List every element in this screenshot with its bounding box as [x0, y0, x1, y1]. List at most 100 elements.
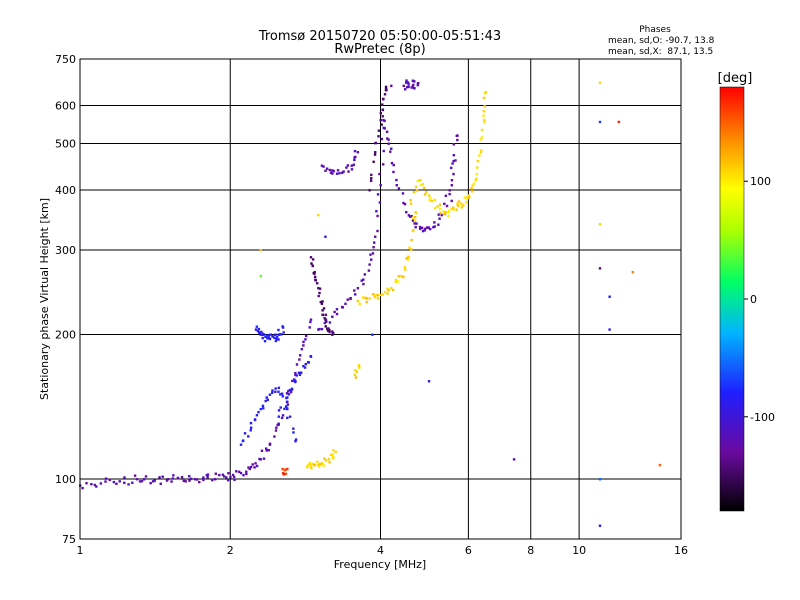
data-point-interp [298, 358, 301, 361]
data-point-interp [406, 81, 410, 84]
data-point-interp [292, 431, 295, 434]
data-point-interp [328, 461, 331, 464]
data-point-interp [280, 392, 284, 395]
data-point-interp [260, 330, 263, 334]
data-point-interp [332, 169, 335, 173]
data-point-interp [266, 398, 269, 402]
data-point-interp [465, 201, 468, 204]
data-point [309, 256, 313, 259]
colorbar-label: [deg] [718, 71, 753, 86]
data-point-interp [427, 226, 430, 229]
data-point-interp [281, 414, 285, 417]
data-point-interp [391, 288, 395, 292]
data-point-interp [127, 483, 130, 486]
data-point-interp [275, 426, 278, 429]
data-point-interp [374, 294, 377, 297]
data-point-interp [237, 470, 241, 474]
data-point-interp [476, 159, 480, 163]
data-point-interp [372, 160, 375, 164]
data-point-interp [380, 137, 384, 141]
data-point-interp [354, 368, 357, 372]
data-point-interp [379, 112, 383, 115]
data-point-interp [313, 275, 317, 279]
data-point-interp [483, 105, 486, 108]
data-point-interp [320, 463, 323, 466]
data-point-interp [396, 280, 399, 283]
data-point-interp [202, 476, 205, 479]
data-point-interp [482, 110, 486, 113]
data-point-interp [312, 271, 315, 275]
data-point-interp [421, 229, 425, 233]
data-point-interp [319, 300, 322, 304]
isolated-point [324, 235, 327, 238]
data-point-interp [480, 136, 484, 139]
data-point-interp [394, 278, 398, 282]
data-point-interp [317, 465, 321, 468]
data-point-interp [411, 229, 415, 233]
data-point-interp [410, 86, 413, 89]
data-point-interp [247, 435, 250, 438]
data-point-interp [370, 258, 373, 261]
data-point-interp [480, 128, 484, 132]
data-point-interp [376, 294, 379, 297]
data-point-interp [471, 184, 474, 187]
data-point [374, 151, 377, 154]
data-point-interp [402, 275, 405, 279]
data-point [281, 471, 285, 475]
data-point-interp [283, 407, 286, 411]
data-point-interp [257, 327, 261, 331]
data-point [460, 202, 463, 205]
data-point-interp [360, 279, 363, 282]
data-point-interp [287, 393, 291, 396]
data-point-interp [365, 297, 368, 300]
data-point-interp [404, 81, 408, 84]
data-point-interp [418, 225, 422, 229]
data-point-interp [140, 479, 144, 483]
data-point-interp [284, 468, 287, 471]
x-tick-label: 4 [377, 544, 384, 557]
x-tick-label: 16 [674, 544, 688, 557]
data-point-interp [328, 330, 331, 334]
data-point-interp [298, 373, 302, 377]
data-point-interp [378, 201, 382, 204]
data-point [356, 299, 360, 303]
data-point-interp [268, 442, 272, 445]
data-point [409, 202, 413, 205]
data-point-interp [170, 480, 173, 483]
data-point-interp [390, 161, 394, 165]
data-point-interp [444, 194, 448, 197]
data-point-interp [288, 388, 291, 392]
data-point-interp [413, 80, 416, 83]
data-point-interp [81, 486, 84, 490]
data-point-interp [405, 257, 408, 260]
data-point [483, 118, 486, 122]
data-point-interp [303, 366, 307, 369]
data-point [414, 226, 417, 229]
data-point-interp [279, 393, 282, 396]
data-point-interp [297, 371, 301, 375]
data-point-interp [285, 400, 289, 404]
data-point-interp [328, 329, 331, 332]
data-point-interp [385, 130, 389, 133]
data-point [194, 478, 197, 481]
data-point-interp [413, 219, 417, 223]
data-point-interp [104, 480, 107, 483]
data-point-interp [362, 278, 365, 281]
data-point-interp [456, 204, 460, 207]
data-point-interp [275, 337, 278, 341]
stats-x-line: mean, sd,X: 87.1, 13.5 [608, 47, 713, 57]
data-point-interp [321, 300, 324, 303]
data-point-interp [358, 366, 361, 369]
data-point-interp [284, 405, 288, 409]
data-point-interp [253, 418, 257, 421]
data-point-interp [316, 460, 319, 464]
data-point-interp [438, 207, 442, 211]
data-point-interp [306, 463, 310, 467]
data-point-interp [182, 479, 186, 483]
data-point-interp [364, 296, 367, 300]
data-point-interp [275, 335, 279, 339]
data-point-interp [475, 166, 479, 169]
data-point [379, 183, 382, 187]
data-point-interp [423, 193, 427, 196]
data-point [302, 344, 305, 347]
